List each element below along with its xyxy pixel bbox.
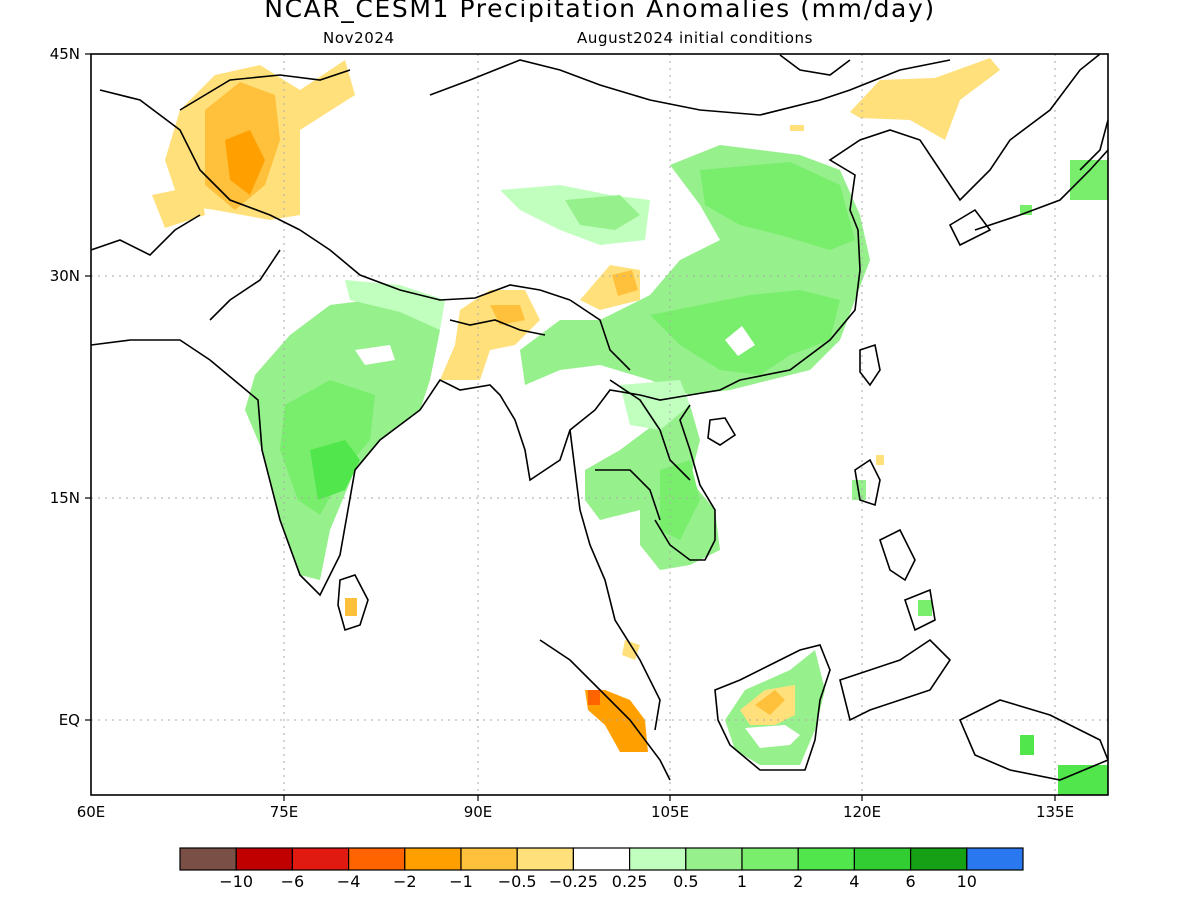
legend-swatch [235, 847, 293, 871]
lat-label-15n: 15N [49, 489, 80, 507]
legend-swatch [853, 847, 912, 871]
legend-swatch [460, 847, 518, 871]
lon-label-105e: 105E [650, 803, 690, 821]
legend-tick-label: −4 [336, 872, 361, 891]
legend-tick-label: −0.25 [548, 872, 598, 891]
legend-tick-label: 6 [905, 872, 916, 891]
map-title: NCAR_CESM1 Precipitation Anomalies (mm/d… [264, 0, 936, 23]
legend-swatch [797, 847, 856, 871]
graticule [91, 54, 1108, 795]
lon-label-75e: 75E [269, 803, 299, 821]
legend-tick-label: 2 [793, 872, 804, 891]
legend-tick-label: 0.5 [673, 872, 699, 891]
lon-label-90e: 90E [463, 803, 493, 821]
legend-swatch [628, 847, 687, 871]
lon-label-60e: 60E [76, 803, 106, 821]
legend-tick-label: 1 [736, 872, 748, 891]
map-frame [90, 53, 1109, 796]
legend-tick-label: 4 [849, 872, 860, 891]
legend-tick-label: −0.5 [497, 872, 537, 891]
coastlines [91, 54, 1108, 781]
legend-swatch [741, 847, 799, 871]
legend-swatch [516, 847, 575, 871]
lat-label-45n: 45N [49, 45, 80, 63]
initial-conditions: August2024 initial conditions [577, 29, 814, 47]
lon-label-135e: 135E [1035, 803, 1075, 821]
lat-label-30n: 30N [49, 267, 80, 285]
lon-label-120e: 120E [842, 803, 882, 821]
forecast-month: Nov2024 [323, 29, 395, 47]
legend-swatch [291, 847, 350, 871]
legend-swatch [348, 847, 406, 871]
legend-tick-label: −6 [280, 872, 305, 891]
anomaly-layer [152, 58, 1108, 795]
legend-tick-label: 10 [956, 872, 977, 891]
axis-ticks [85, 53, 1056, 801]
lat-label-eq: EQ [58, 711, 80, 729]
legend-tick-label: 0.25 [611, 872, 648, 891]
legend-tick-label: −10 [219, 872, 254, 891]
color-legend [179, 847, 1024, 871]
legend-swatch [685, 847, 743, 871]
legend-tick-label: −1 [449, 872, 473, 891]
legend-tick-label: −2 [393, 872, 417, 891]
legend-swatch [572, 847, 631, 871]
legend-swatch [404, 847, 462, 871]
legend-swatch [909, 847, 968, 871]
legend-swatch [179, 847, 237, 871]
legend-swatch [966, 847, 1024, 871]
